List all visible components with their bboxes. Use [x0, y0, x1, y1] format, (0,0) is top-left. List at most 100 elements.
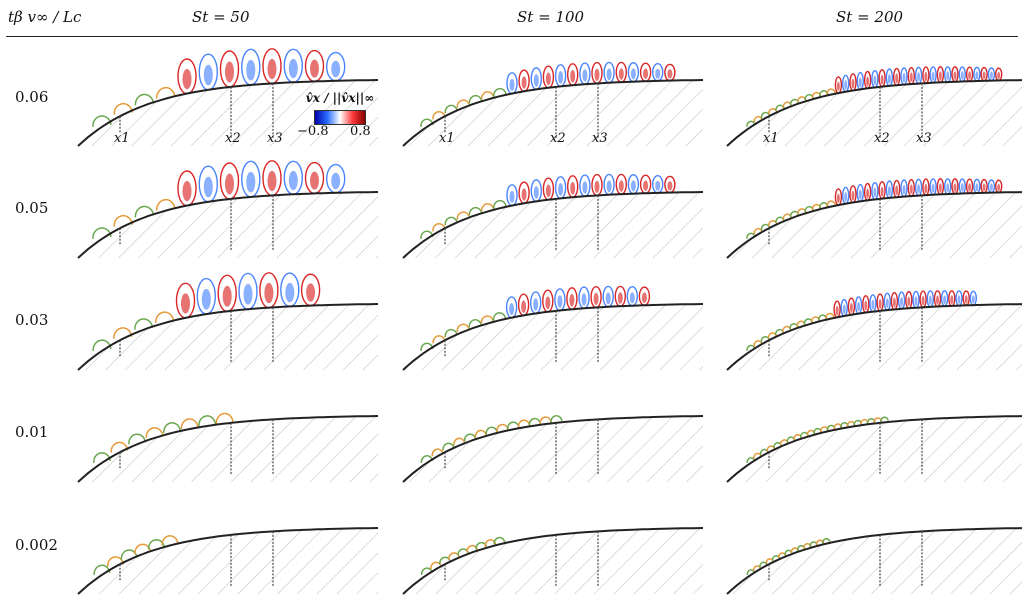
contour-core [844, 192, 848, 202]
contour-arc [163, 422, 182, 433]
contour-core [582, 69, 588, 82]
solid-region [727, 80, 1022, 146]
contour-core [655, 68, 661, 79]
contour-core [836, 81, 840, 92]
wall-curve [402, 79, 704, 147]
contour-core [892, 297, 896, 308]
wall-curve [726, 79, 1022, 147]
wall-curve [402, 303, 704, 371]
contour-core [917, 72, 921, 82]
contour-arc [444, 216, 459, 226]
contour-core [928, 295, 932, 305]
contour-arc [759, 561, 768, 568]
contour-core [931, 183, 935, 193]
contour-arc [161, 535, 179, 546]
contour-core [943, 295, 947, 305]
row-label-1: 0.05 [15, 199, 49, 217]
solid-region [403, 192, 703, 258]
colorbar: v̂x / ||v̂x||∞ −0.8 0.8 [294, 91, 386, 149]
contour-core [917, 184, 921, 194]
contour-core [630, 68, 636, 80]
contour-core [267, 170, 277, 192]
contour-arc [826, 200, 836, 207]
contour-core [203, 64, 213, 86]
contour-core [655, 180, 661, 191]
contour-core [989, 183, 993, 192]
contour-arc [766, 445, 776, 452]
contour-arc [180, 418, 199, 430]
colorbar-max-label: 0.8 [350, 124, 371, 139]
contour-core [545, 72, 551, 86]
contour-core [887, 186, 891, 196]
contour-core [618, 180, 624, 192]
station-label-x2: x2 [550, 131, 566, 146]
solid-region [78, 416, 378, 482]
station-label-x3: x3 [916, 131, 932, 146]
contour-core [982, 71, 986, 80]
contour-arc [444, 328, 458, 338]
contour-core [997, 183, 1001, 191]
wall-curve [726, 415, 1022, 483]
solid-region [78, 80, 378, 146]
contour-core [964, 295, 968, 304]
contour-core [873, 75, 877, 86]
contour-core [288, 58, 298, 79]
contour-core [844, 80, 848, 90]
contour-core [885, 298, 889, 308]
row-label-0: 0.06 [15, 88, 49, 106]
panel-r1-c1 [402, 173, 704, 259]
panel-r3-c2 [726, 415, 1022, 483]
row-axis-label: tβ v∞ / Lc [8, 8, 82, 26]
contour-core [533, 186, 539, 199]
station-label-x1: x1 [114, 131, 130, 146]
contour-core [582, 181, 588, 194]
contour-core [902, 184, 906, 195]
contour-arc [822, 538, 831, 544]
contour-core [605, 292, 611, 305]
solid-region [403, 304, 703, 370]
column-header-st200: St = 200 [836, 8, 904, 26]
contour-core [835, 305, 839, 316]
contour-arc [134, 543, 152, 555]
solid-region [727, 192, 1022, 258]
contour-core [895, 185, 899, 196]
contour-core [570, 70, 576, 83]
station-label-x2: x2 [874, 131, 890, 146]
contour-core [997, 71, 1001, 79]
contour-core [878, 299, 882, 309]
contour-core [581, 293, 587, 306]
contour-core [902, 72, 906, 83]
contour-core [331, 60, 341, 78]
wall-curve [402, 527, 704, 595]
contour-arc [826, 88, 836, 95]
contour-core [558, 183, 564, 196]
contour-core [222, 285, 232, 307]
contour-core [975, 71, 979, 80]
contour-core [946, 71, 950, 81]
contour-arc [457, 548, 470, 556]
row-label-2: 0.03 [15, 311, 49, 329]
row-label-3: 0.01 [15, 423, 49, 441]
contour-core [521, 300, 527, 313]
contour-arc [155, 311, 175, 323]
contour-core [989, 71, 993, 80]
contour-arc [215, 412, 234, 424]
contour-arc [128, 433, 147, 445]
contour-core [545, 296, 551, 310]
contour-core [617, 292, 623, 304]
contour-arc [439, 556, 452, 565]
wall-curve [77, 527, 379, 595]
contour-core [842, 304, 846, 314]
contour-core [960, 71, 964, 80]
header-rule [6, 36, 1018, 37]
panel-r0-c0: x1 x2 x3 [77, 48, 379, 147]
contour-core [909, 184, 913, 194]
contour-arc [550, 415, 563, 423]
contour-core [851, 190, 855, 201]
contour-arc [113, 102, 134, 115]
panel-r2-c1 [402, 285, 704, 371]
contour-core [606, 180, 612, 193]
contour-arc [760, 223, 771, 231]
station-label-x1: x1 [439, 131, 455, 146]
contour-arc [468, 319, 482, 328]
